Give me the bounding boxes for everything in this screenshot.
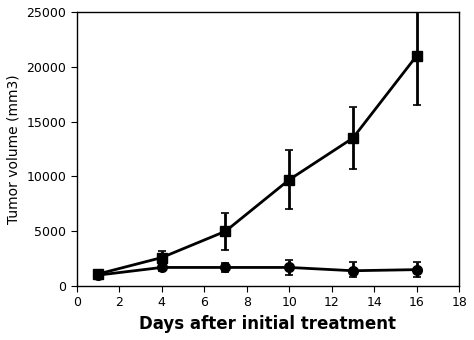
Y-axis label: Tumor volume (mm3): Tumor volume (mm3) xyxy=(7,74,21,224)
X-axis label: Days after initial treatment: Days after initial treatment xyxy=(139,315,396,333)
